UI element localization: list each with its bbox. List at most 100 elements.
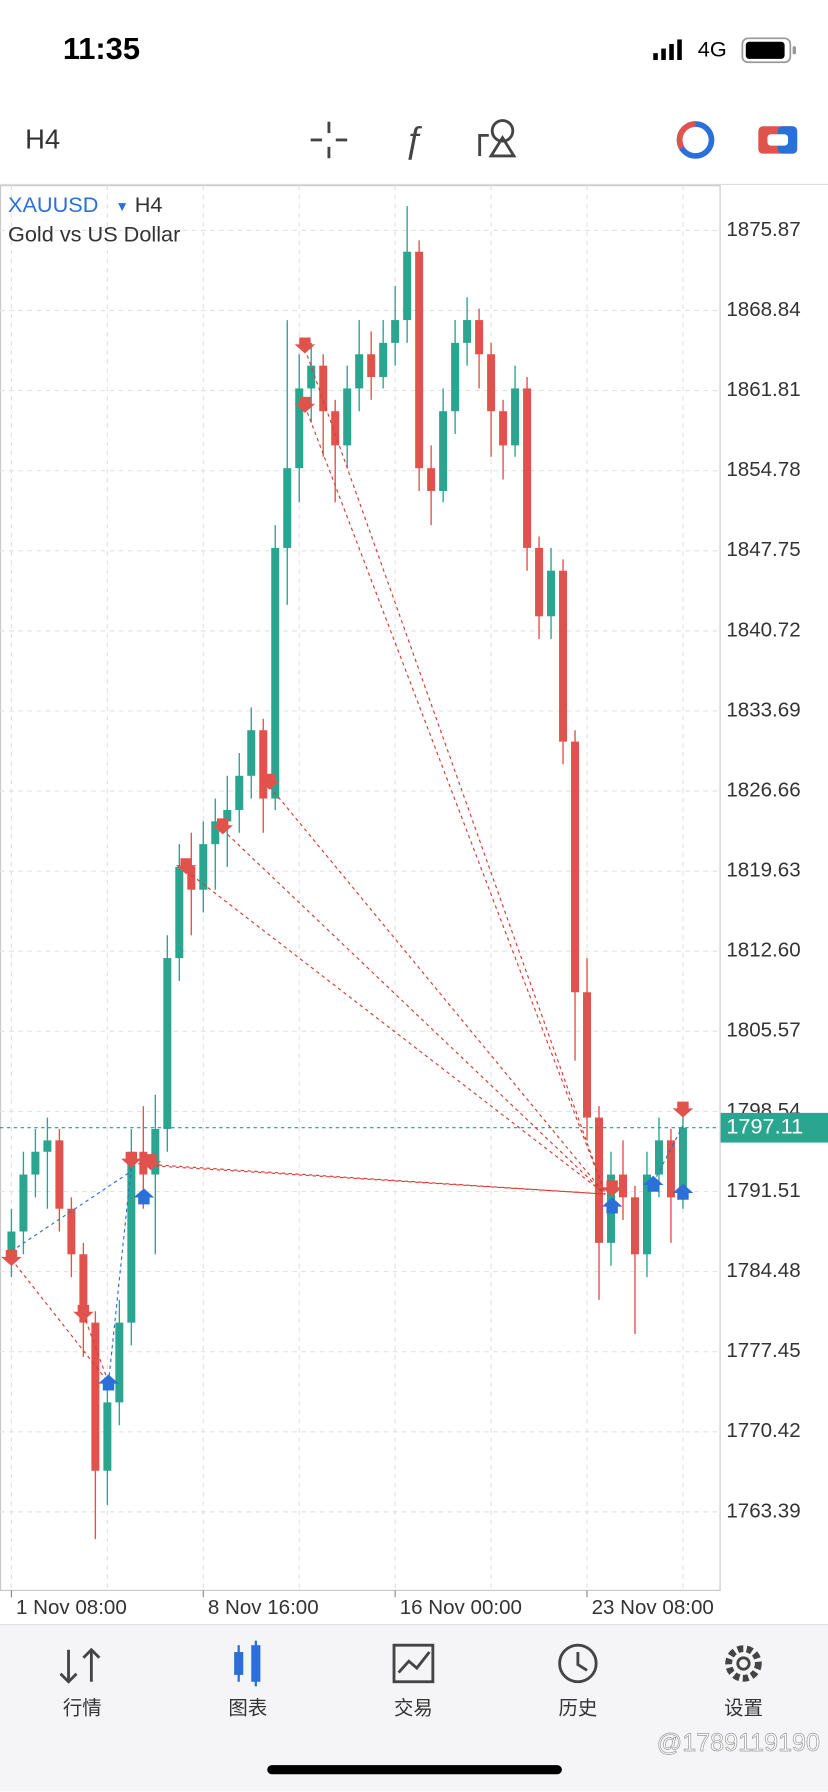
y-tick-label: 1805.57	[726, 1019, 800, 1042]
tab-label[interactable]: 交易	[394, 1697, 433, 1719]
candle-body	[199, 844, 208, 890]
candle-body	[559, 570, 568, 742]
candle-body	[499, 411, 508, 446]
battery-icon	[741, 37, 797, 64]
one-click-button[interactable]	[758, 126, 798, 154]
candle-body	[127, 1151, 136, 1323]
candle-body	[619, 1174, 627, 1198]
candle-body	[678, 1127, 687, 1198]
chart-subtitle: Gold vs US Dollar	[8, 222, 180, 247]
crosshair-button[interactable]	[310, 121, 348, 159]
candle-body	[115, 1322, 124, 1403]
candle-body	[175, 866, 184, 959]
y-tick-label: 1868.84	[726, 298, 800, 321]
tab-label[interactable]: 行情	[63, 1697, 102, 1719]
current-price-box	[720, 1112, 828, 1143]
symbol[interactable]: XAUUSD	[8, 192, 98, 217]
candle-body	[307, 365, 316, 389]
candle-body	[187, 866, 196, 890]
settings-tab-icon	[725, 1645, 762, 1682]
candle-body	[211, 821, 220, 845]
chart-timeframe: H4	[135, 192, 163, 217]
candle-body	[295, 388, 304, 469]
x-tick-label: 16 Nov 00:00	[400, 1596, 522, 1619]
y-tick-label: 1777.45	[726, 1339, 800, 1362]
tab-label[interactable]: 图表	[228, 1697, 267, 1719]
network: 4G	[698, 37, 727, 62]
y-tick-label: 1763.39	[726, 1499, 800, 1522]
chart-tab-icon	[234, 1640, 261, 1687]
y-tick-label: 1875.87	[726, 218, 800, 241]
candle-body	[403, 251, 412, 321]
symbol-dropdown[interactable]: ▼	[115, 199, 129, 214]
candle-body	[475, 320, 484, 355]
candle-body	[439, 411, 448, 491]
signal-icon	[653, 39, 682, 61]
candle-body	[247, 730, 256, 776]
chart: 1763.391770.421777.451784.481791.511798.…	[0, 185, 828, 1619]
clock: 11:35	[63, 31, 140, 66]
y-tick-label: 1840.72	[726, 618, 800, 641]
y-tick-label: 1784.48	[726, 1259, 800, 1282]
quotes-icon	[59, 1647, 101, 1684]
candle-body	[523, 388, 532, 548]
home-indicator	[267, 1765, 562, 1775]
candle-body	[103, 1402, 112, 1471]
y-tick-label: 1854.78	[726, 458, 800, 481]
candle-body	[463, 320, 472, 343]
candle-body	[19, 1174, 28, 1232]
candle-body	[91, 1322, 100, 1471]
timeframe-button[interactable]: H4	[25, 123, 60, 154]
trade-lines	[10, 348, 684, 1383]
candle-body	[223, 809, 232, 822]
objects-button[interactable]	[478, 119, 517, 158]
candle-body	[7, 1231, 16, 1255]
candle-body	[271, 547, 280, 799]
candle-body	[43, 1140, 52, 1152]
candle-body	[595, 1117, 604, 1243]
y-tick-label: 1770.42	[726, 1419, 800, 1442]
y-tick-label: 1812.60	[726, 939, 800, 962]
candle-body	[367, 354, 376, 378]
tab-label[interactable]: 历史	[558, 1697, 597, 1719]
candle-body	[331, 411, 340, 446]
y-tick-label: 1847.75	[726, 538, 800, 561]
candle-body	[666, 1140, 675, 1198]
x-tick-label: 1 Nov 08:00	[16, 1596, 127, 1619]
candle-body	[535, 547, 544, 617]
candle-body	[343, 388, 352, 446]
candle-body	[355, 354, 364, 389]
candle-body	[654, 1140, 663, 1175]
candle-body	[583, 992, 592, 1118]
y-tick-label: 1826.66	[726, 778, 800, 801]
tab-label[interactable]: 设置	[724, 1697, 763, 1719]
trade-tab-icon	[392, 1643, 435, 1684]
candle-body	[379, 342, 388, 378]
candle-body	[511, 388, 520, 446]
x-tick-label: 23 Nov 08:00	[592, 1596, 714, 1619]
watermark: @1789119190	[657, 1729, 820, 1757]
trade-clock-button[interactable]	[676, 121, 715, 159]
candle-body	[79, 1254, 88, 1323]
candle-body	[427, 468, 436, 491]
current-price-label: 1797.11	[726, 1113, 803, 1138]
candle-body	[630, 1197, 639, 1255]
candle-body	[235, 775, 244, 810]
candle-body	[31, 1151, 40, 1175]
y-tick-label: 1819.63	[726, 859, 800, 882]
candle-body	[415, 251, 424, 469]
candle-body	[259, 730, 268, 799]
candle-body	[547, 570, 556, 617]
trade-arrows	[1, 337, 694, 1391]
candle-body	[283, 468, 292, 548]
candle-body	[451, 342, 460, 412]
chart-frame	[0, 185, 721, 1591]
candle-body	[391, 320, 400, 343]
candle-body	[319, 365, 328, 412]
candle-body	[151, 1128, 160, 1175]
candle-body	[642, 1174, 651, 1255]
candle-body	[571, 741, 580, 993]
indicators-button[interactable]: ƒ	[403, 119, 423, 161]
